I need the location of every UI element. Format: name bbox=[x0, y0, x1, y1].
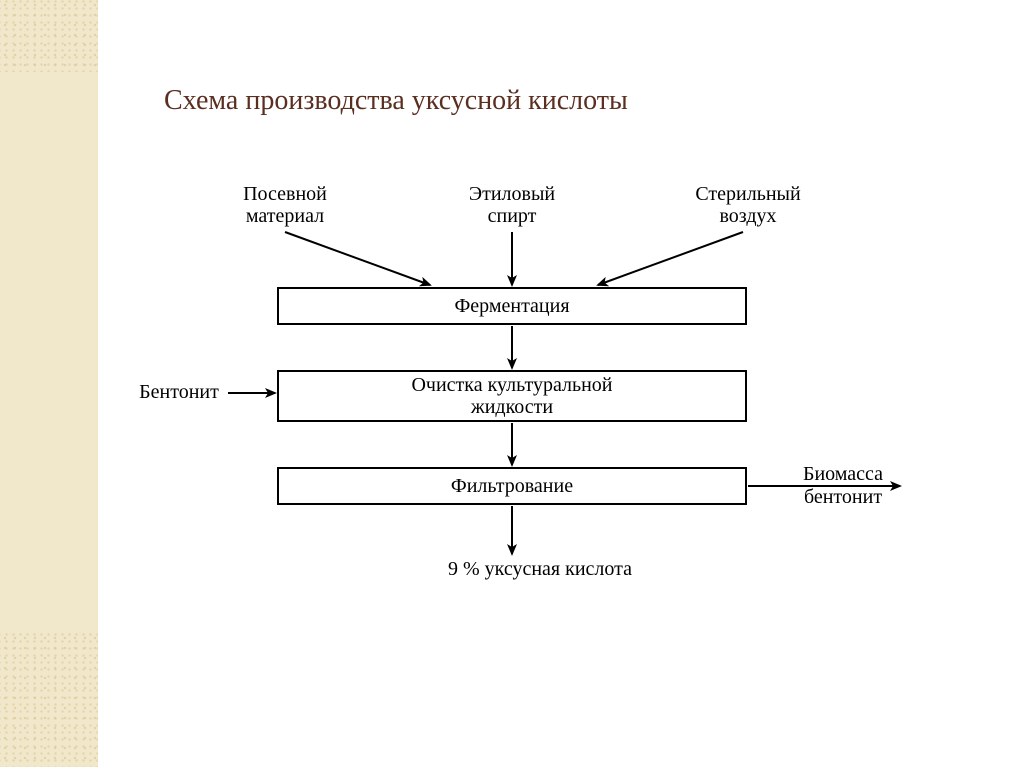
process-box-filtration: Фильтрование bbox=[277, 467, 747, 505]
side-input-bentonite: Бентонит bbox=[124, 381, 234, 403]
final-output-product: 9 % уксусная кислота bbox=[410, 558, 670, 581]
input-label-seed: Посевнойматериал bbox=[225, 183, 345, 227]
slide-title: Схема производства уксусной кислоты bbox=[164, 85, 628, 117]
presentation-slide: Схема производства уксусной кислоты Посе… bbox=[0, 0, 1024, 767]
process-box-fermentation: Ферментация bbox=[277, 287, 747, 325]
input-label-air: Стерильныйвоздух bbox=[678, 183, 818, 227]
process-box-purification: Очистка культуральнойжидкости bbox=[277, 370, 747, 422]
input-label-ethanol: Этиловыйспирт bbox=[452, 183, 572, 227]
side-output-biomass: Биомассабентонит bbox=[783, 463, 903, 509]
left-decorative-strip bbox=[0, 0, 98, 767]
